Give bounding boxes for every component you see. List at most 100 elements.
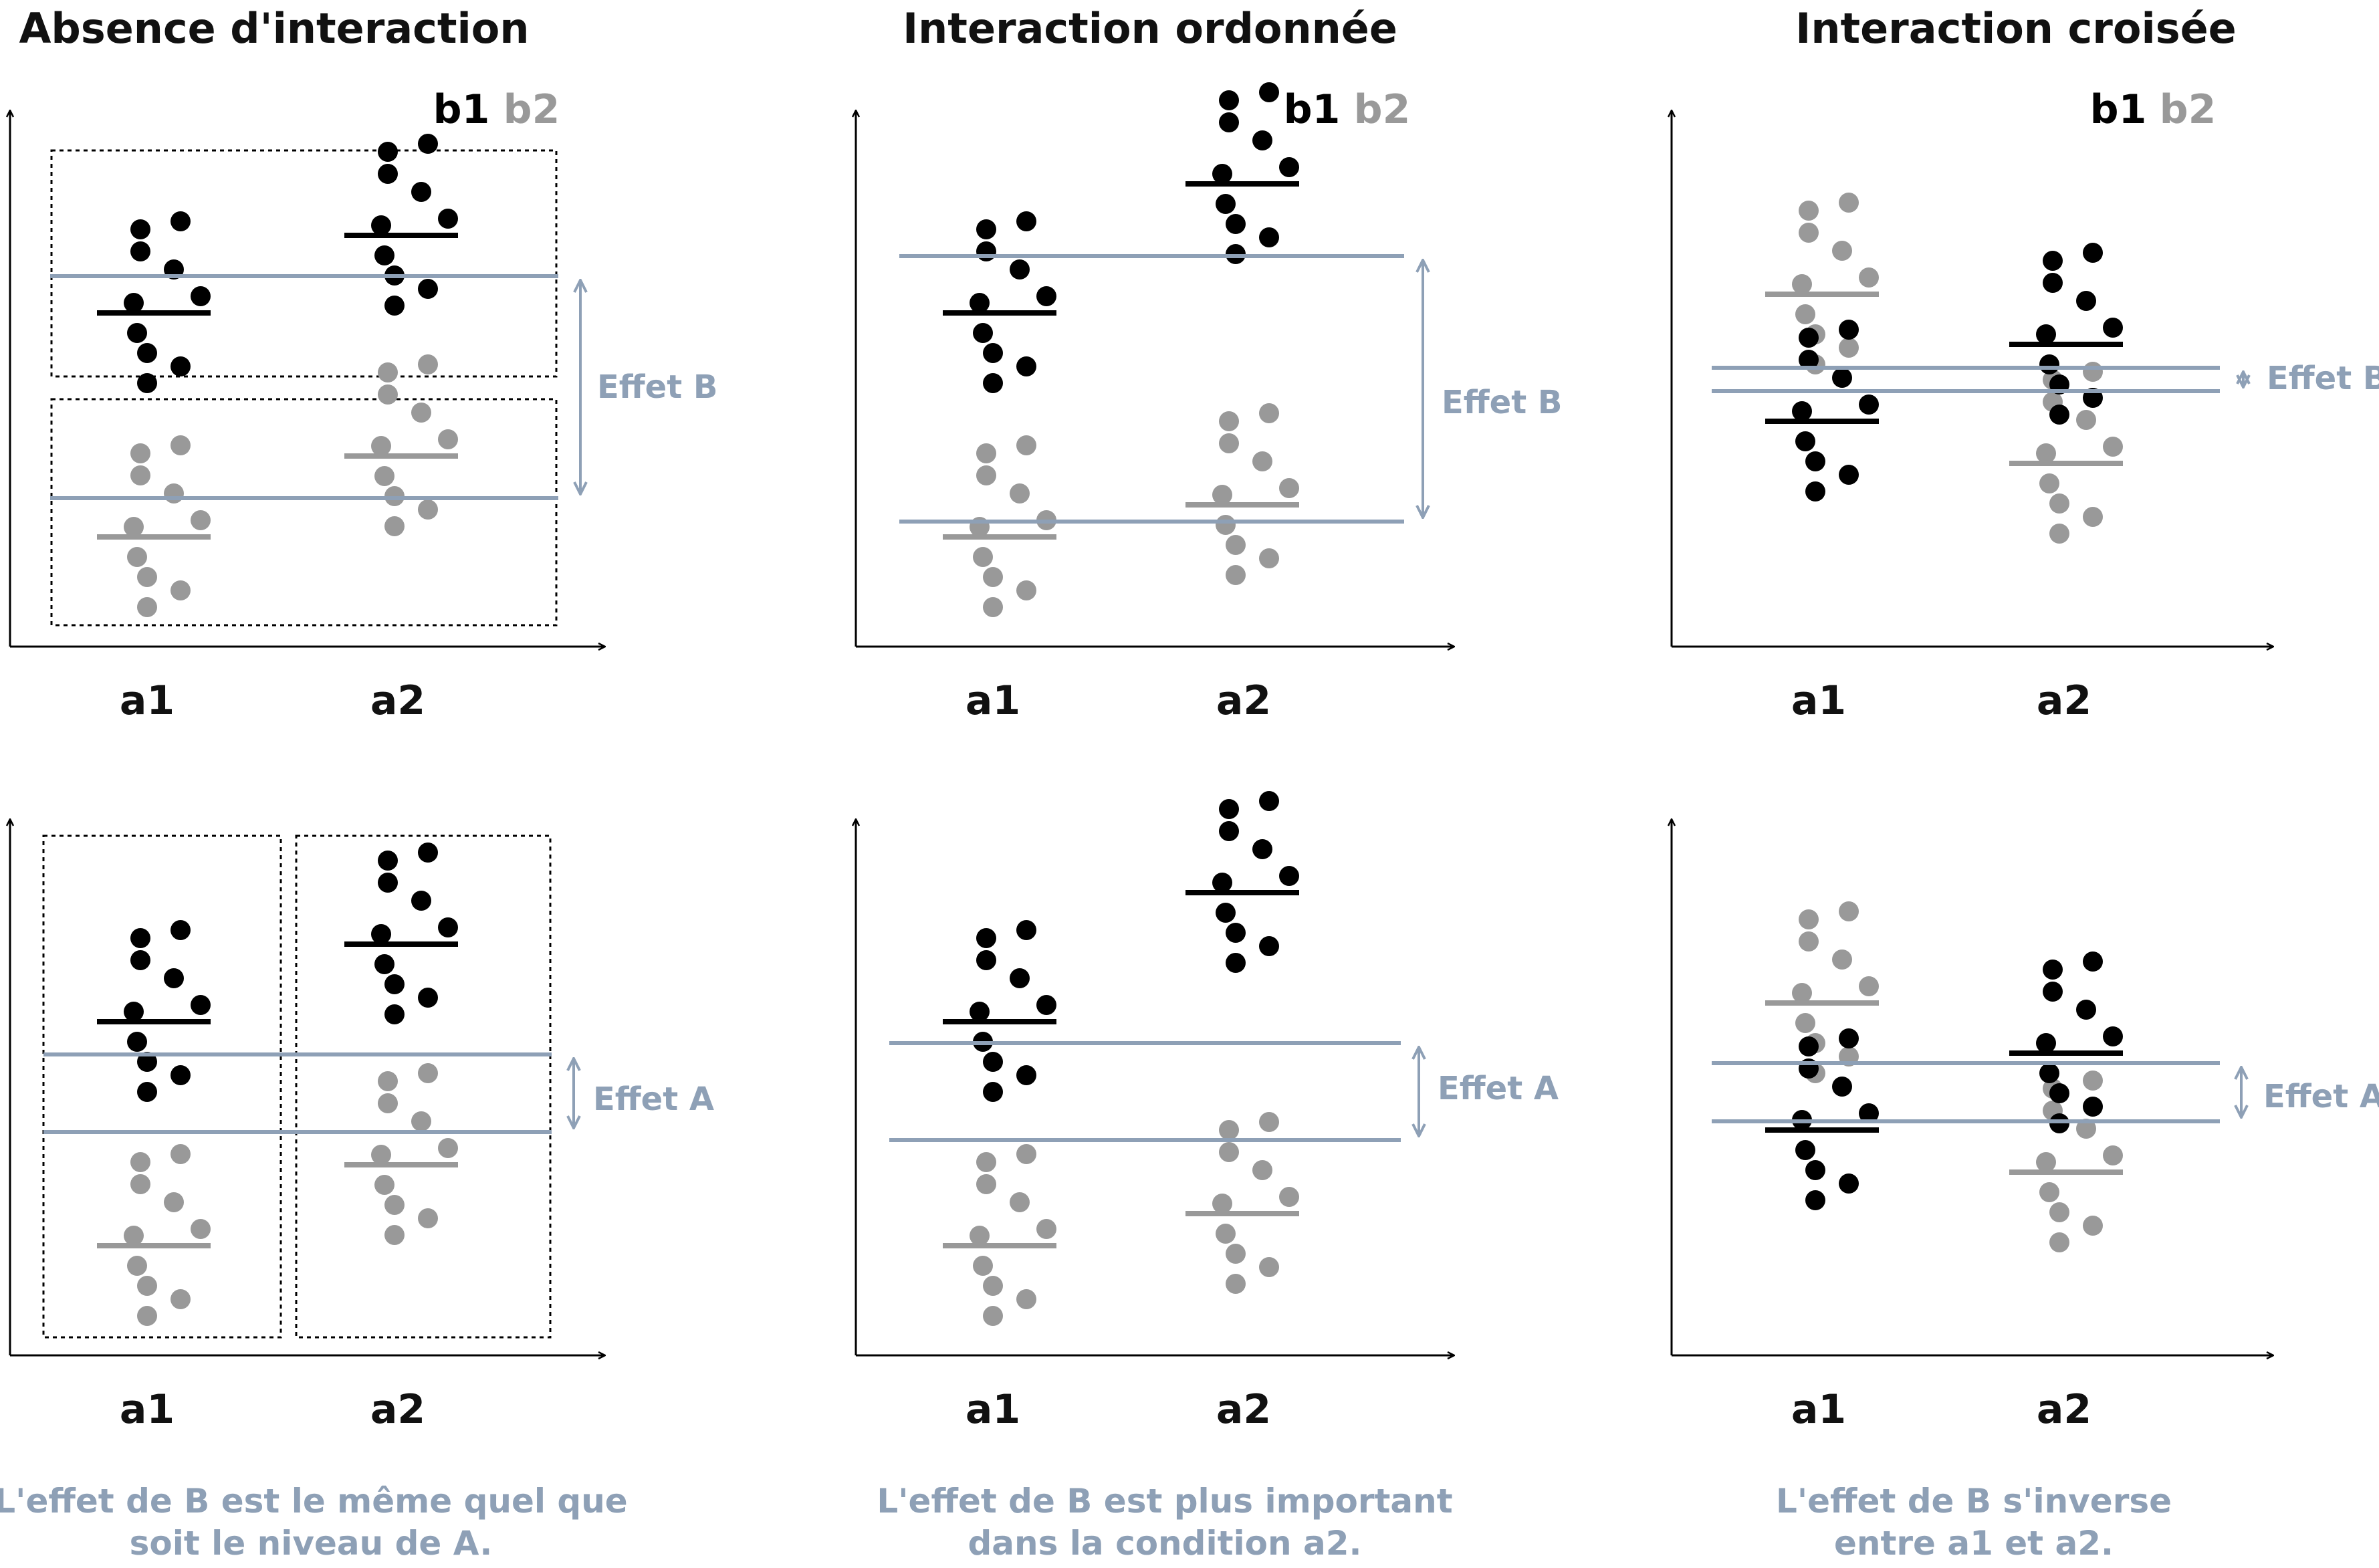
data-point-b1 xyxy=(1216,903,1236,923)
data-point-b1 xyxy=(374,954,394,974)
legend-col3: b1 b2 xyxy=(2090,86,2217,133)
x-label-a1: a1 xyxy=(966,1386,1020,1433)
data-point-b1 xyxy=(137,343,157,363)
data-point-b1 xyxy=(1219,821,1239,841)
data-point-b1 xyxy=(976,928,996,948)
group-box-a1 xyxy=(42,834,282,1339)
data-point-b2 xyxy=(1226,1274,1246,1294)
data-point-b1 xyxy=(137,1052,157,1072)
data-point-b1 xyxy=(2103,1026,2123,1046)
data-point-b1 xyxy=(1216,194,1236,214)
data-point-b2 xyxy=(970,1226,990,1246)
data-point-b1 xyxy=(1799,1036,1819,1056)
data-point-b2 xyxy=(130,1152,150,1172)
data-point-b1 xyxy=(2039,354,2059,374)
data-point-b2 xyxy=(2036,1152,2056,1172)
data-point-b2 xyxy=(1839,901,1859,921)
effect-a-label: Effet A xyxy=(593,1081,714,1118)
data-point-b2 xyxy=(2049,493,2069,514)
data-point-b2 xyxy=(1839,338,1859,358)
data-point-b2 xyxy=(171,435,191,455)
data-point-b1 xyxy=(1252,839,1272,859)
data-point-b2 xyxy=(1252,1160,1272,1180)
data-point-b2 xyxy=(418,499,438,520)
data-point-b1 xyxy=(1832,1077,1852,1097)
data-point-b1 xyxy=(1226,214,1246,234)
data-point-b1 xyxy=(973,323,993,343)
data-point-b1 xyxy=(1805,1160,1825,1180)
data-point-b1 xyxy=(1839,1173,1859,1194)
x-label-a2: a2 xyxy=(1216,677,1271,724)
data-point-b2 xyxy=(1259,1257,1279,1277)
panel-5 xyxy=(856,791,1454,1355)
data-point-b2 xyxy=(171,1289,191,1309)
data-point-b2 xyxy=(1832,949,1852,970)
panel-1 xyxy=(10,110,605,647)
data-point-b1 xyxy=(191,995,211,1015)
data-point-b2 xyxy=(164,1192,184,1212)
data-point-b2 xyxy=(1219,411,1239,431)
data-point-b2 xyxy=(411,1111,431,1131)
data-point-b2 xyxy=(1212,485,1232,505)
panel-3 xyxy=(1672,110,2273,647)
x-label-a2: a2 xyxy=(2037,677,2091,724)
data-point-b2 xyxy=(983,1276,1003,1296)
data-point-b1 xyxy=(418,279,438,299)
data-point-b1 xyxy=(171,356,191,376)
legend-b2: b2 xyxy=(1354,86,1411,133)
data-point-b2 xyxy=(130,465,150,485)
data-point-b1 xyxy=(378,142,398,162)
data-point-b2 xyxy=(2049,1202,2069,1222)
data-point-b1 xyxy=(1279,157,1299,177)
data-point-b1 xyxy=(1799,328,1819,348)
data-point-b1 xyxy=(1279,866,1299,886)
data-point-b2 xyxy=(1279,478,1299,498)
data-point-b1 xyxy=(983,343,1003,363)
x-label-a2: a2 xyxy=(1216,1386,1271,1433)
data-point-b1 xyxy=(130,950,150,970)
data-point-b1 xyxy=(378,851,398,871)
data-point-b1 xyxy=(2049,1083,2069,1103)
data-point-b2 xyxy=(1799,201,1819,221)
data-point-b1 xyxy=(2039,1063,2059,1083)
data-point-b2 xyxy=(1016,1144,1036,1164)
data-point-b1 xyxy=(1795,431,1815,451)
caption-col3-line1: L'effet de B s'inverse xyxy=(1776,1482,2172,1521)
data-point-b1 xyxy=(384,1004,405,1024)
data-point-b1 xyxy=(970,293,990,313)
data-point-b2 xyxy=(1259,403,1279,423)
data-point-b1 xyxy=(2043,982,2063,1002)
data-point-b1 xyxy=(1010,968,1030,988)
data-point-b2 xyxy=(1216,515,1236,535)
data-point-b2 xyxy=(371,1145,391,1165)
data-point-b2 xyxy=(137,567,157,587)
data-point-b2 xyxy=(1036,1219,1056,1239)
data-point-b2 xyxy=(983,567,1003,587)
data-point-b1 xyxy=(1859,1103,1879,1123)
data-point-b1 xyxy=(124,293,144,313)
data-point-b2 xyxy=(378,362,398,382)
data-point-b2 xyxy=(137,1276,157,1296)
panel-6 xyxy=(1672,819,2273,1355)
x-labels: a1 a2 a1 a2 a1 a2 a1 a2 a1 a2 a1 a2 xyxy=(120,677,2091,1433)
data-point-b2 xyxy=(2049,524,2069,544)
data-point-b2 xyxy=(983,1306,1003,1326)
data-point-b1 xyxy=(418,134,438,154)
data-point-b1 xyxy=(2076,1000,2096,1020)
data-point-b1 xyxy=(371,924,391,944)
data-point-b1 xyxy=(384,296,405,316)
data-point-b1 xyxy=(384,974,405,994)
data-point-b2 xyxy=(2076,410,2096,430)
data-point-b2 xyxy=(1832,241,1852,261)
data-point-b2 xyxy=(976,465,996,485)
data-point-b2 xyxy=(1219,1120,1239,1140)
data-point-b2 xyxy=(130,443,150,463)
data-point-b2 xyxy=(2039,1182,2059,1202)
data-point-b2 xyxy=(1010,1192,1030,1212)
data-point-b1 xyxy=(171,211,191,231)
data-point-b1 xyxy=(127,1032,147,1052)
data-point-b1 xyxy=(2043,273,2063,293)
data-point-b2 xyxy=(1859,976,1879,996)
caption-col2-line2: dans la condition a2. xyxy=(968,1524,1361,1563)
